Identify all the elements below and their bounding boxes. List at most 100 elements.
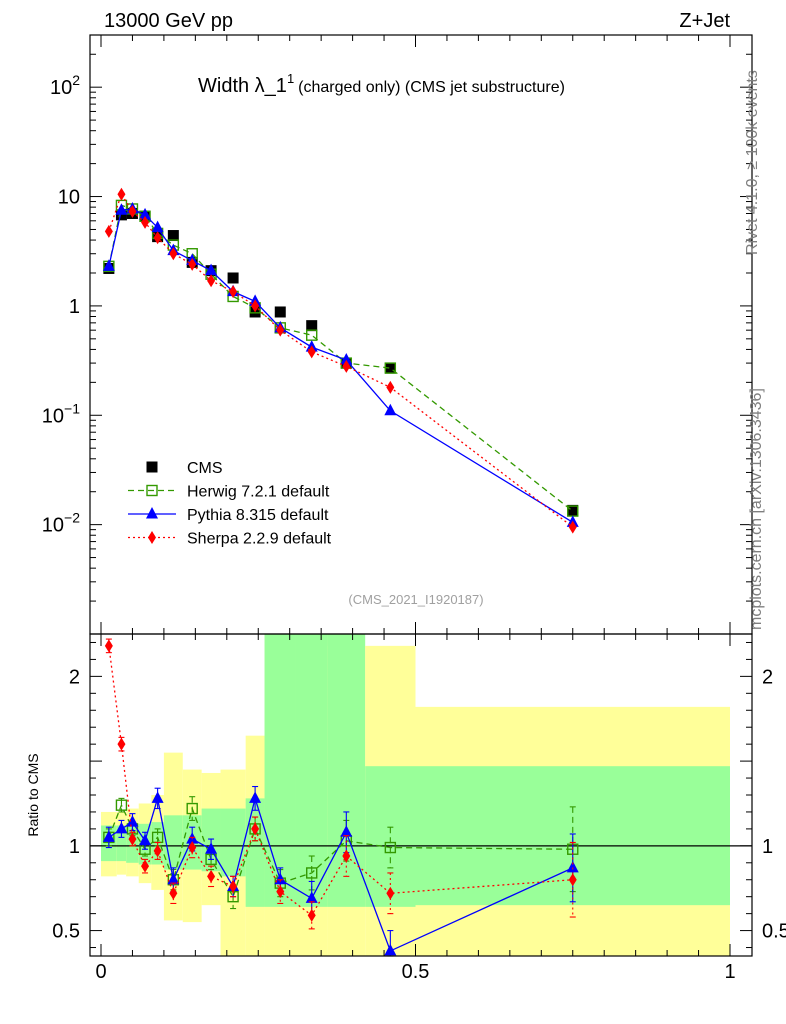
data-point	[205, 263, 218, 276]
data-point	[227, 272, 239, 284]
band-inner	[245, 798, 265, 907]
data-point	[251, 299, 260, 313]
data-point	[384, 362, 397, 374]
y-tick-label-ratio-right: 2	[762, 666, 773, 688]
legend-label: Sherpa 2.2.9 default	[187, 531, 332, 548]
legend-label: Herwig 7.2.1 default	[187, 484, 330, 501]
ratio-point	[386, 886, 395, 900]
x-tick-label: 1	[724, 961, 735, 983]
data-point	[128, 204, 137, 218]
plot-title: Width λ_11(charged only) (CMS jet substr…	[198, 71, 565, 97]
data-point	[115, 209, 127, 221]
data-point	[342, 359, 351, 373]
ratio-point	[188, 841, 197, 855]
ratio-point	[126, 815, 139, 827]
ratio-point	[384, 841, 397, 854]
ratio-point	[566, 860, 579, 873]
data-point	[167, 230, 179, 242]
y-tick-label-main: 1	[69, 296, 80, 318]
y-tick-label-ratio: 0.5	[52, 921, 80, 943]
data-point	[104, 224, 113, 238]
y-tick-label-ratio: 2	[69, 666, 80, 688]
data-point	[274, 306, 286, 318]
ratio-point	[207, 869, 216, 883]
axis-labels: 102 10 1 10−1 10−2 0.5 0.5 1 1 2 2 0 0.5 1 Ratio to CM…	[25, 72, 786, 983]
band-inner	[220, 808, 246, 877]
legend-marker	[148, 531, 156, 544]
data-point	[141, 215, 150, 229]
ratio-point	[205, 842, 218, 854]
data-point	[568, 520, 577, 534]
ratio-point	[306, 867, 318, 879]
band-inner	[365, 766, 416, 907]
data-point	[139, 207, 152, 220]
data-point	[115, 203, 128, 215]
legend-label: CMS	[187, 460, 223, 477]
series-sherpa	[104, 187, 577, 930]
data-point	[229, 285, 238, 299]
x-tick-label: 0	[95, 961, 106, 983]
legend-label: Pythia 8.315 default	[187, 507, 329, 524]
x-tick-label: 0.5	[402, 961, 430, 983]
data-point	[386, 380, 395, 394]
y-tick-label-ratio: 1	[69, 836, 80, 858]
band-inner	[295, 634, 328, 907]
data-point	[207, 274, 216, 288]
data-point	[567, 504, 579, 516]
ratio-y-label: Ratio to CMS	[25, 753, 41, 836]
ratio-point	[274, 872, 287, 885]
legend: CMS Herwig 7.2.1 default Pythia 8.315 defa…	[128, 460, 332, 548]
band-inner	[116, 825, 127, 862]
data-point	[384, 362, 396, 374]
ratio-point	[251, 822, 260, 836]
mcplots-label: mcplots.cern.ch [arXiv:1306.3436]	[748, 388, 765, 630]
header-process: Z+Jet	[679, 10, 730, 32]
ratio-point	[102, 830, 115, 842]
legend-entry: Pythia 8.315 default	[128, 507, 329, 524]
series-layer	[102, 187, 579, 957]
ratio-point	[117, 737, 126, 751]
ratio-point	[115, 821, 128, 834]
ratio-point	[229, 880, 238, 894]
data-point	[102, 259, 115, 271]
ratio-point	[384, 943, 397, 956]
legend-marker	[146, 484, 158, 497]
rivet-label: Rivet 4.1.0, ≥ 100k events	[744, 70, 761, 255]
ratio-point	[167, 872, 180, 885]
axis-ticks	[90, 34, 752, 956]
ratio-uncertainty-bands	[101, 634, 730, 956]
data-point	[340, 353, 353, 365]
ratio-point	[186, 802, 198, 815]
band-inner	[264, 634, 296, 907]
data-point	[151, 220, 164, 233]
data-point	[169, 247, 178, 261]
y-tick-label-main: 10−2	[42, 510, 80, 537]
legend-entry: Sherpa 2.2.9 default	[128, 531, 332, 548]
data-point	[153, 231, 162, 245]
ratio-point	[153, 844, 162, 858]
ratio-point	[151, 791, 164, 803]
legend-entry: Herwig 7.2.1 default	[128, 484, 330, 501]
ratio-point	[249, 791, 262, 803]
ratio-point	[115, 799, 128, 811]
y-tick-label-main: 102	[50, 72, 80, 99]
ratio-point	[104, 639, 113, 653]
ratio-point	[169, 886, 178, 900]
data-point	[188, 257, 197, 271]
data-point	[276, 323, 285, 337]
legend-marker	[146, 507, 158, 519]
data-point	[117, 187, 126, 201]
legend-entry: CMS	[146, 460, 223, 477]
ratio-point	[342, 849, 351, 863]
data-point	[306, 320, 318, 332]
analysis-id: (CMS_2021_I1920187)	[348, 592, 483, 607]
ratio-point	[141, 859, 150, 873]
y-tick-label-ratio-right: 1	[762, 836, 773, 858]
ratio-point	[307, 908, 316, 922]
ratio-point	[340, 825, 353, 837]
data-point	[384, 403, 397, 416]
ratio-point	[139, 833, 152, 846]
ratio-point	[276, 885, 285, 899]
y-tick-label-main: 10−1	[42, 400, 80, 427]
